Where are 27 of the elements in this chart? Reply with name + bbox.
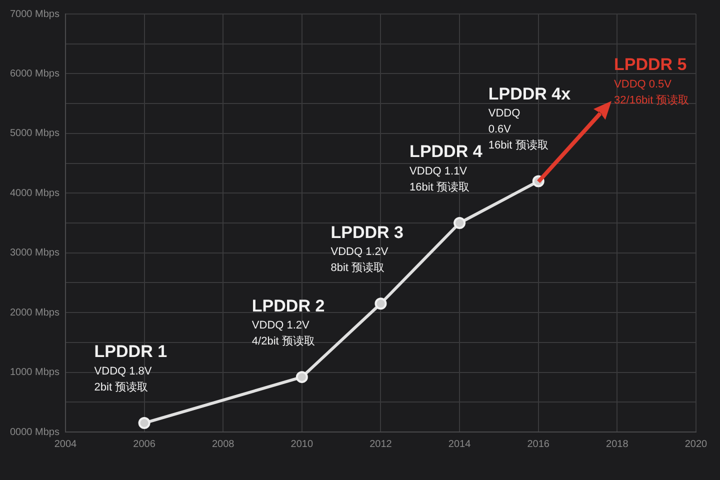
annotation: LPDDR 4x VDDQ 0.6V 16bit 预读取 [488,84,572,152]
annotation: LPDDR 4 VDDQ 1.1V 16bit 预读取 [410,142,483,194]
x-tick-label: 2016 [527,438,550,450]
x-tick-label: 2014 [448,438,472,450]
annotation: LPDDR 2 VDDQ 1.2V 4/2bit 预读取 [252,296,325,348]
x-tick-label: 2018 [606,438,629,450]
y-tick-label: 7000 Mbps [10,8,60,20]
x-tick-label: 2012 [370,438,392,450]
x-tick-label: 2004 [54,438,78,450]
point [454,217,466,229]
y-tick-label: 0000 Mbps [10,426,60,438]
y-tick-label: 5000 Mbps [10,128,60,140]
annotation: LPDDR 1 VDDQ 1.8V 2bit 预读取 [94,342,168,394]
point [374,298,387,310]
y-tick-label: 3000 Mbps [10,248,60,259]
point [296,371,308,384]
x-tick-label: 2008 [212,438,235,450]
x-tick-label: 2010 [290,438,314,450]
y-tick-label: 1000 Mbps [10,367,60,378]
y-tick-label: 6000 Mbps [10,68,60,80]
point [138,417,150,430]
annotation: LPDDR 3 VDDQ 1.2V 8bit 预读取 [330,222,404,274]
y-tick-label: 2000 Mbps [10,307,60,318]
annotation: LPDDR 5 VDDQ 0.5V 32/16bit 预读取 [614,55,690,107]
x-tick-label: 2006 [133,438,156,450]
y-tick-label: 4000 Mbps [10,188,60,199]
x-tick-label: 2020 [684,438,708,450]
